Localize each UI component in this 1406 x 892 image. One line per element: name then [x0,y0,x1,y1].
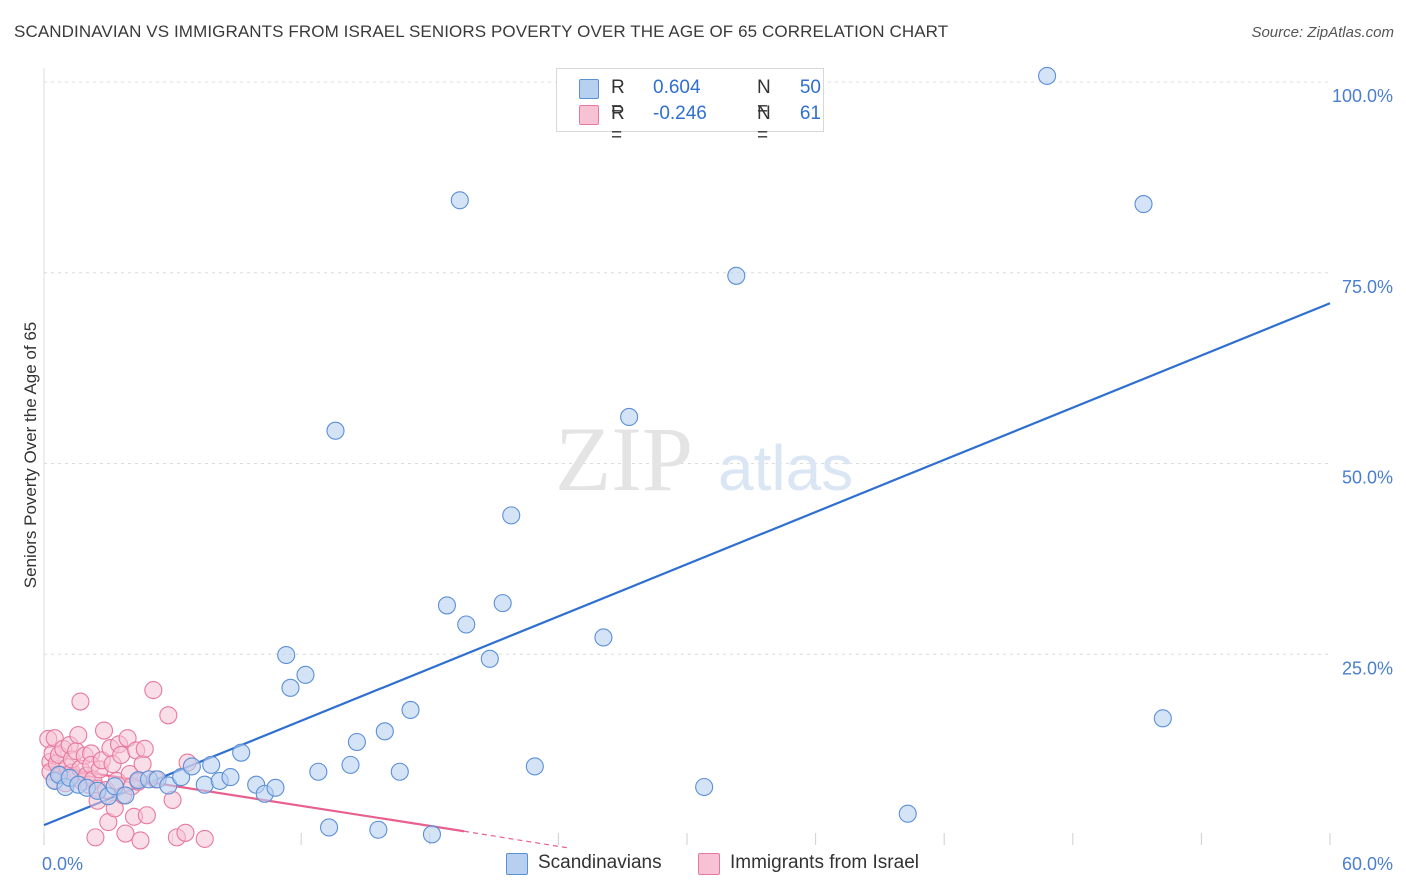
point-scandinavian [525,757,544,776]
point-scandinavian [695,777,714,797]
point-scandinavian [172,768,191,787]
point-israel [131,831,150,850]
point-scandinavian [898,804,917,823]
point-scandinavian [221,768,240,787]
point-scandinavian [320,818,339,837]
point-scandinavian [277,645,296,665]
point-scandinavian [341,755,360,774]
point-scandinavian [401,700,420,719]
trend-line-scandinavians [43,302,1331,827]
source-label: Source: ZipAtlas.com [1251,24,1394,41]
point-israel [112,745,131,765]
point-scandinavian [309,762,328,781]
point-israel [86,828,105,847]
correlation-legend: R = 0.604 N = 50 R = -0.246 N = 61 [556,68,824,146]
n-label: N = [757,77,771,120]
point-israel [69,726,88,745]
legend-swatch-pink [579,105,599,125]
n-label: N = [757,103,771,146]
chart-title: SCANDINAVIAN VS IMMIGRANTS FROM ISRAEL S… [14,22,949,41]
point-israel [159,706,178,725]
n-value: 50 [799,77,821,98]
point-scandinavian [457,615,476,634]
legend-swatch-blue [579,79,599,99]
point-scandinavian [195,775,214,794]
point-scandinavian [437,596,456,615]
x-tick-label-min: 0.0% [42,854,83,874]
point-scandinavian [369,820,388,839]
y-axis-label: Seniors Poverty Over the Age of 65 [21,321,40,589]
point-israel [195,829,214,848]
point-scandinavian [422,825,441,844]
watermark-atlas: atlas [718,432,853,504]
x-tick-label-max: 60.0% [1342,854,1393,874]
point-scandinavian [594,628,613,647]
point-scandinavian [202,755,221,774]
point-israel [118,729,137,748]
point-scandinavian [182,757,201,776]
r-value: 0.604 [653,77,701,98]
legend-swatch-pink [698,853,720,875]
point-israel [71,692,90,711]
point-scandinavian [326,421,345,440]
point-scandinavian [480,649,499,668]
point-scandinavian [266,778,285,797]
points-scandinavians [45,66,1172,844]
point-scandinavian [620,407,639,427]
point-israel [176,823,195,842]
point-scandinavian [232,743,251,762]
watermark-zip: ZIP [555,408,693,510]
r-label: R = [611,77,625,120]
y-tick-label: 100.0% [1332,86,1393,106]
point-israel [133,755,152,774]
point-scandinavian [502,506,521,525]
r-value: -0.246 [653,103,707,124]
legend-label: Immigrants from Israel [730,852,919,873]
point-scandinavian [116,786,135,805]
point-scandinavian [281,678,300,697]
point-scandinavian [347,732,366,752]
point-scandinavian [493,594,512,613]
legend-swatch-blue [506,853,528,875]
point-israel [137,806,156,825]
point-scandinavian [159,776,178,795]
point-israel [135,739,154,758]
r-label: R = [611,103,625,146]
watermark: ZIP atlas [555,408,853,510]
legend-label: Scandinavians [538,852,662,873]
point-scandinavian [375,722,394,741]
point-scandinavian [1153,709,1172,728]
point-scandinavian [450,191,469,210]
point-israel [94,721,114,740]
point-scandinavian [390,762,409,781]
grid-lines [43,68,1331,845]
point-scandinavian [727,266,746,285]
point-scandinavian [1038,66,1057,85]
point-scandinavian [1134,195,1153,214]
n-value: 61 [799,103,821,124]
y-tick-label: 50.0% [1342,468,1393,488]
y-tick-label: 75.0% [1342,277,1393,297]
trend-line-pink-dashed [463,830,570,849]
point-israel [144,681,163,700]
point-israel [116,824,135,843]
y-tick-label: 25.0% [1342,658,1393,678]
trend-line-blue [43,302,1331,827]
point-scandinavian [296,665,315,684]
axis-ticks: 25.0% 50.0% 75.0% 100.0% 0.0% 60.0% [42,86,1393,874]
